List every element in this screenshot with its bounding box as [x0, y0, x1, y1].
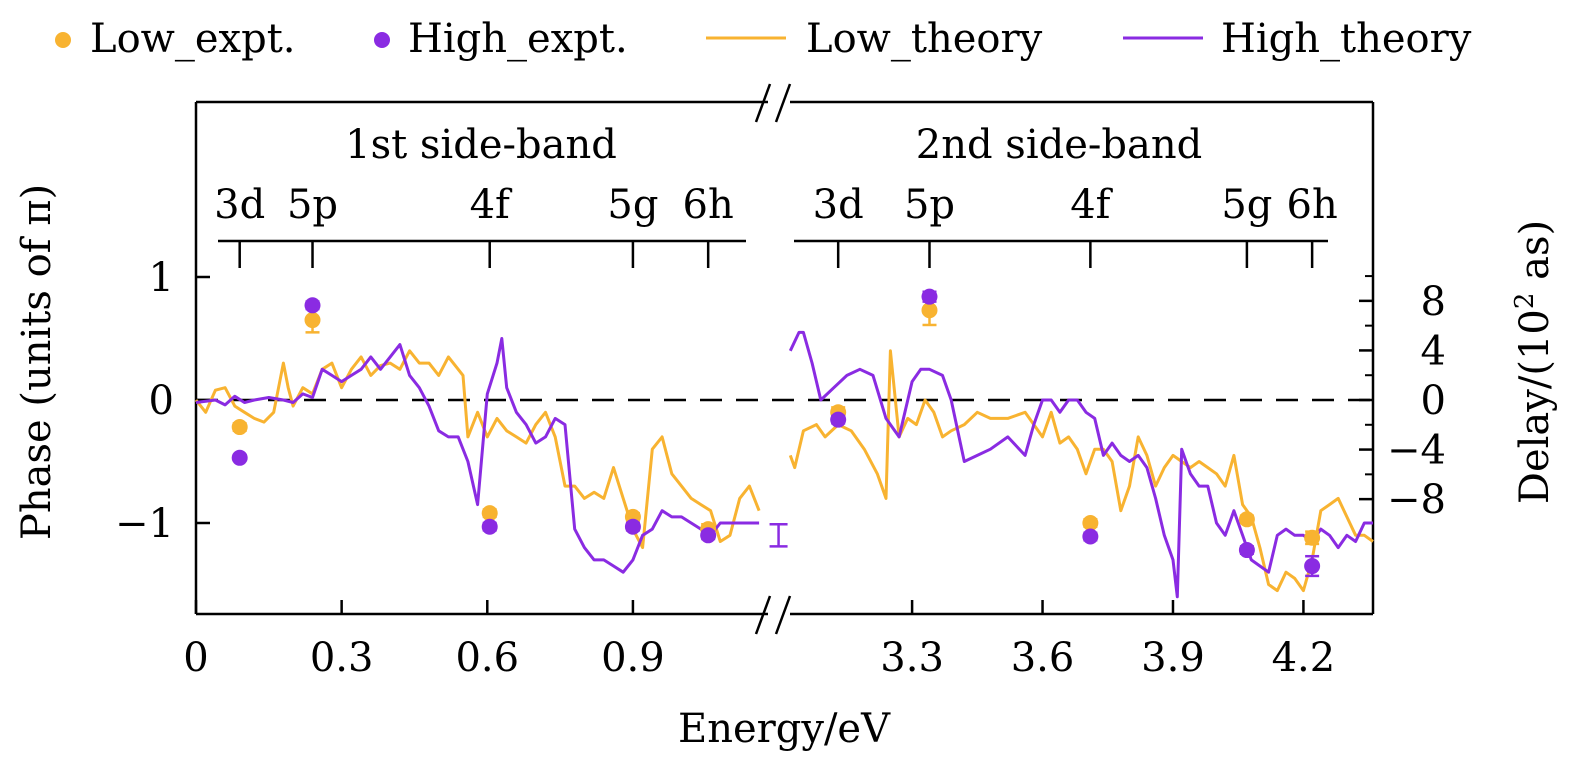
theory-line-low-theory [194, 349, 761, 550]
level-label: 5p [904, 182, 955, 228]
level-label: 4f [470, 182, 513, 228]
xtick-label: 3.3 [880, 635, 944, 681]
expt-point-low-expt [1304, 529, 1321, 546]
right-ytick-label: −8 [1387, 477, 1446, 523]
level-label: 6h [1287, 182, 1338, 228]
legend-high-expt-label: High_expt. [408, 16, 628, 62]
legend-high-expt-marker [374, 32, 390, 48]
level-label: 5g [1221, 182, 1272, 228]
expt-point-high-expt [231, 449, 248, 466]
expt-point-low-expt [921, 302, 938, 319]
xtick-label: 3.6 [1011, 635, 1075, 681]
legend-low-theory-label: Low_theory [806, 16, 1043, 62]
y-axis-title-right-suffix: as) [1512, 220, 1558, 293]
y-axis-title-left: Phase (units of π) [14, 184, 60, 540]
legend-low-expt-marker [55, 32, 71, 48]
left-ytick-label: −1 [115, 501, 174, 547]
levels-layer: 3d 5p 4f 5g 6h 3d 5p 4f 5g 6h [214, 182, 1338, 268]
left-ytick-label: 1 [149, 255, 174, 301]
axis-break-marks [754, 83, 792, 635]
break-mark-top-1 [754, 83, 772, 123]
theory-line-high-theory [788, 330, 1373, 599]
expt-point-high-expt [1238, 542, 1255, 559]
xtick-label: 0.9 [601, 635, 665, 681]
plot-frame [194, 100, 1375, 616]
series-layer [194, 330, 1374, 599]
expt-point-high-expt [624, 518, 641, 535]
y-axis-title-right-prefix: Delay/(10 [1512, 309, 1558, 504]
points-layer [231, 288, 1321, 578]
right-ytick-label: 8 [1421, 279, 1446, 325]
level-label: 5p [287, 182, 338, 228]
y-axis-title-right: Delay/(102 as) [1510, 220, 1558, 504]
break-mark-bottom-1 [754, 595, 772, 635]
expt-point-high-expt [1304, 558, 1321, 575]
x-axis-title: Energy/eV [678, 706, 891, 752]
expt-point-high-expt [1082, 528, 1099, 545]
xtick-label: 0.6 [455, 635, 519, 681]
xtick-label: 4.2 [1272, 635, 1336, 681]
expt-point-low-expt [481, 505, 498, 522]
expt-point-low-expt [1082, 515, 1099, 531]
level-label: 3d [214, 182, 265, 228]
expt-point-high-expt [830, 411, 847, 428]
expt-point-low-expt [1238, 511, 1255, 528]
theory-line-high-theory [195, 337, 760, 574]
panel-title-2nd-side-band: 2nd side-band [916, 122, 1202, 168]
y-axis-title-right-sup: 2 [1510, 293, 1540, 310]
left-ytick-label: 0 [149, 378, 174, 424]
break-mark-bottom-2 [774, 595, 792, 635]
xtick-label: 0.3 [310, 635, 374, 681]
xtick-label: 3.9 [1141, 635, 1205, 681]
expt-point-low-expt [304, 312, 321, 329]
legend-high-theory-label: High_theory [1221, 16, 1472, 62]
level-label: 5g [607, 182, 658, 228]
break-mark-top-2 [774, 83, 792, 123]
expt-point-low-expt [231, 419, 248, 436]
panel-title-1st-side-band: 1st side-band [345, 122, 617, 168]
level-label: 4f [1070, 182, 1113, 228]
level-label: 6h [683, 182, 734, 228]
legend-low-expt-label: Low_expt. [90, 16, 296, 62]
theory-line-low-theory [788, 349, 1374, 593]
right-ytick-label: 0 [1421, 378, 1446, 424]
expt-point-high-expt [921, 288, 938, 305]
expt-point-high-expt [304, 297, 321, 314]
xtick-label: 0 [183, 635, 208, 681]
right-ytick-label: −4 [1387, 428, 1446, 474]
legend: Low_expt. High_expt. Low_theory High_the… [55, 16, 1472, 62]
expt-point-high-expt [481, 518, 498, 535]
right-ytick-label: 4 [1421, 328, 1446, 374]
level-label: 3d [813, 182, 864, 228]
expt-point-high-expt [700, 527, 717, 544]
